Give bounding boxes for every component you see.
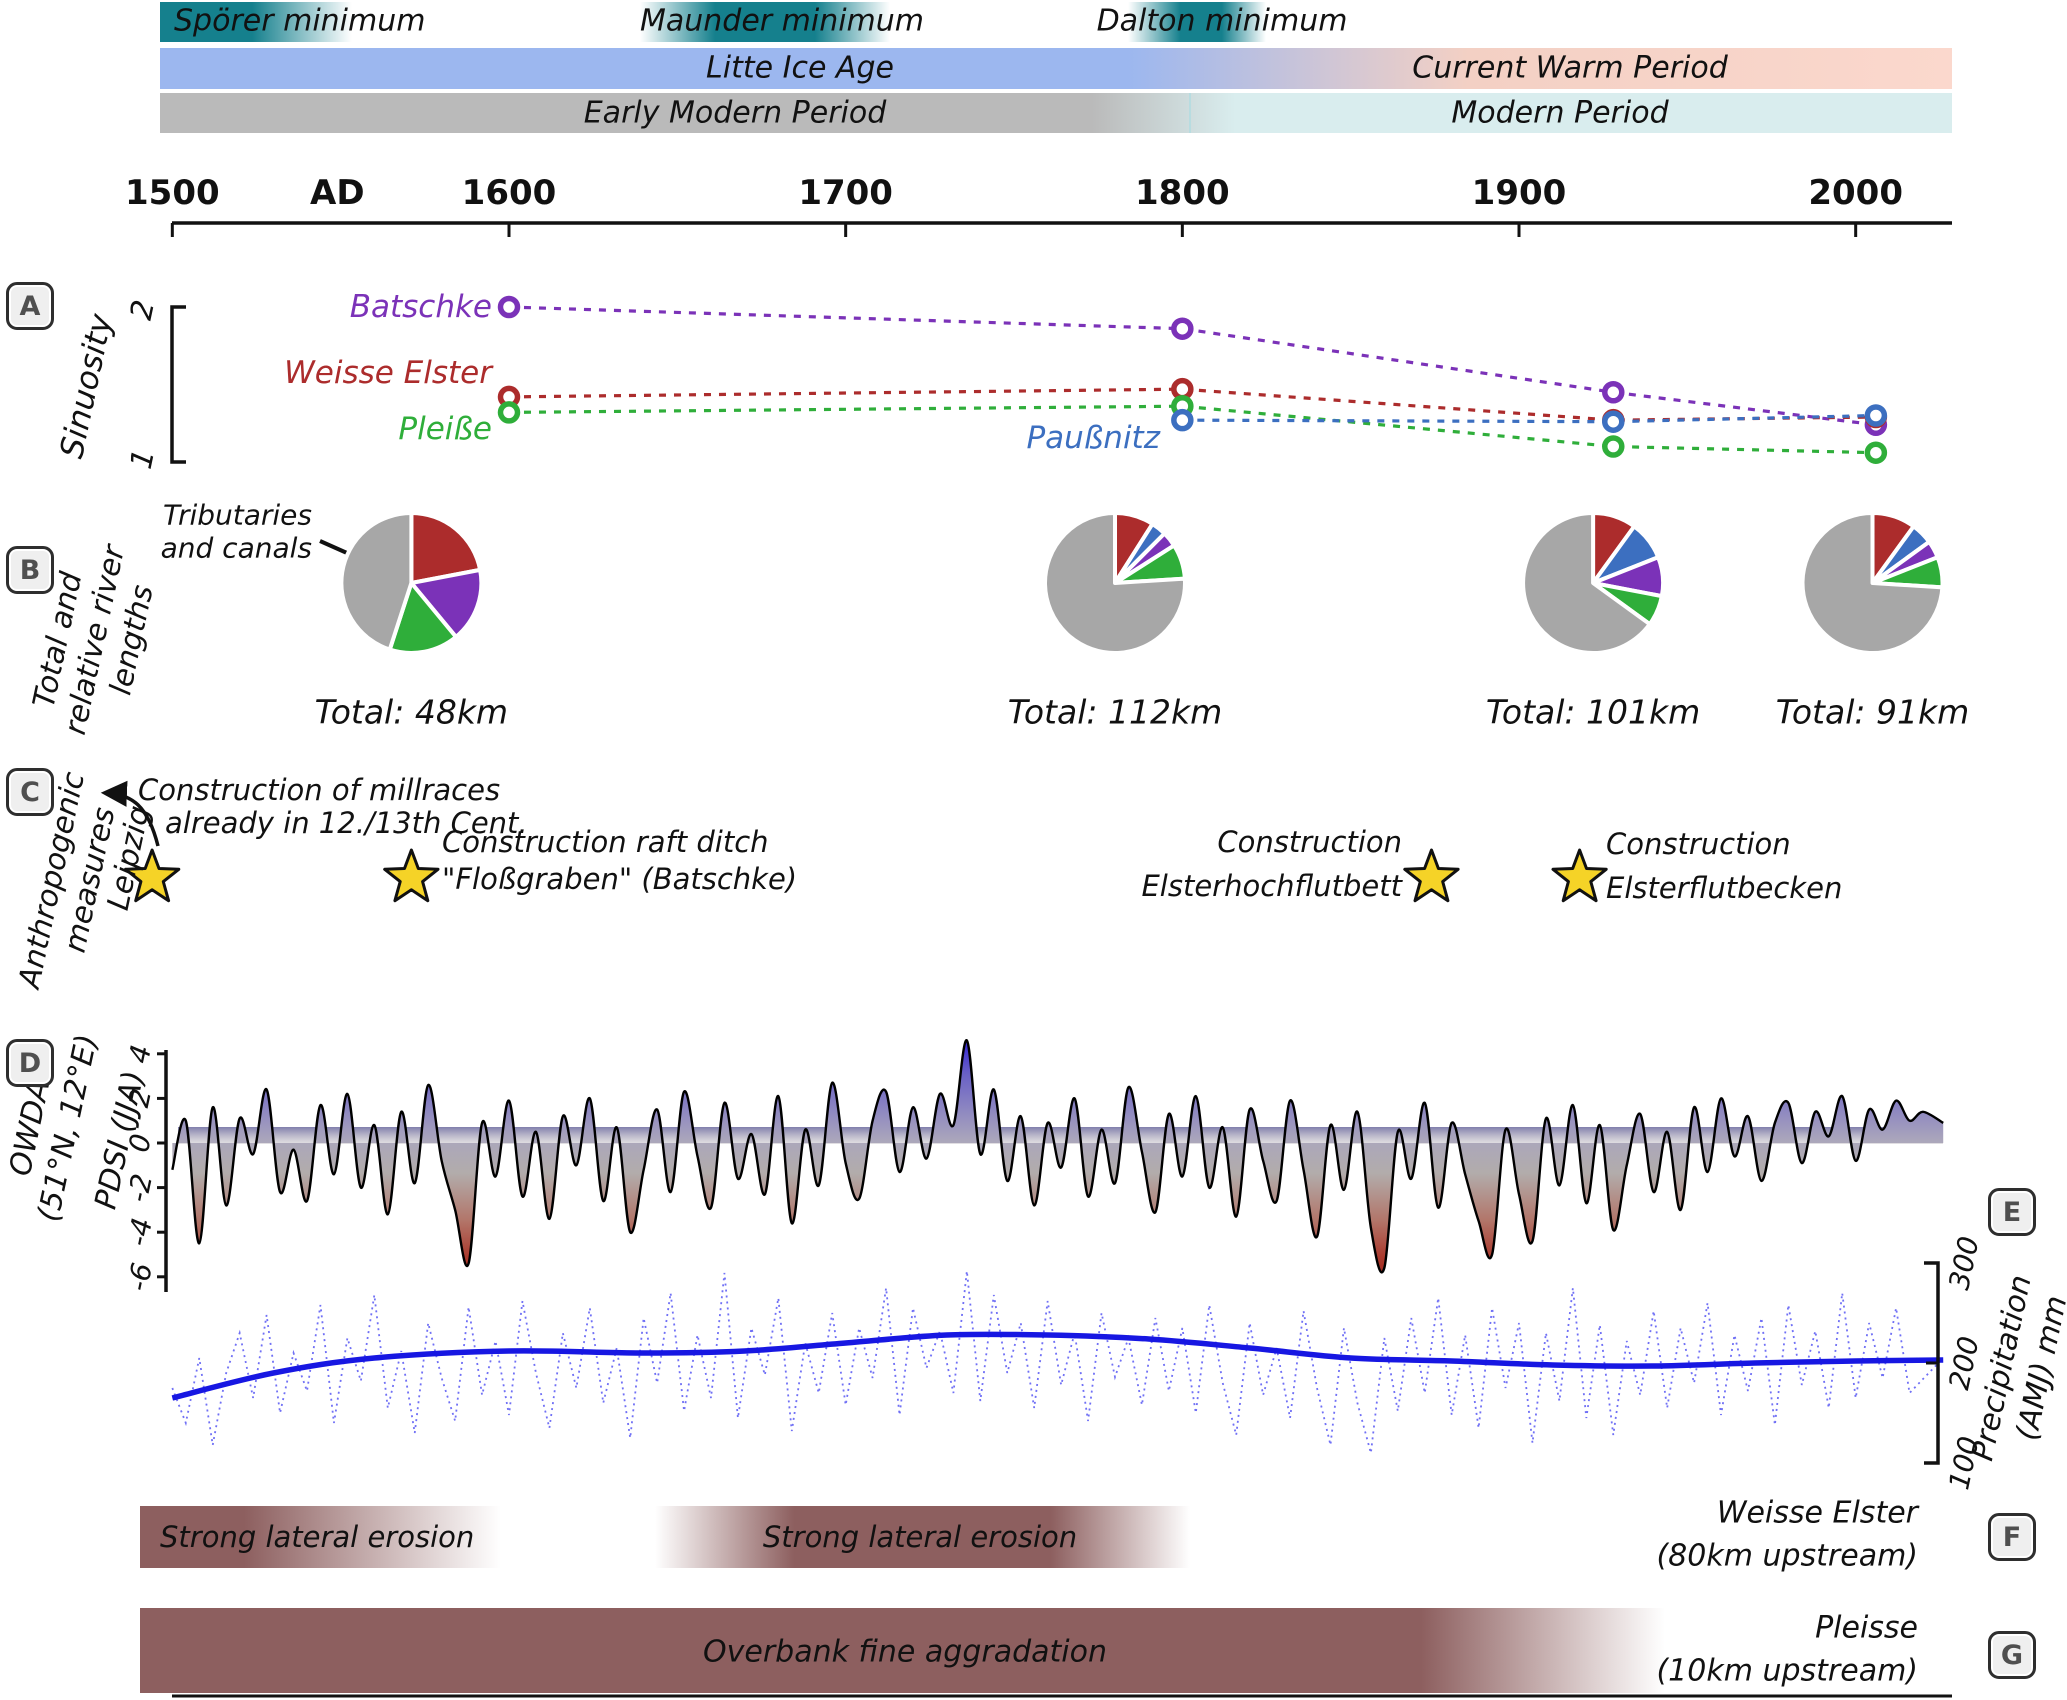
pie-slice-tributaries: [1521, 511, 1652, 655]
timeline-tick-label: AD: [310, 173, 365, 213]
tributaries-annotation-line1: Tributaries: [163, 498, 312, 532]
weisse-elster-site-line2: (80km upstream): [1656, 1538, 1918, 1574]
weisse-elster-site-line1: Weisse Elster: [1716, 1495, 1918, 1531]
event-label-line1: Construction: [1606, 827, 1791, 861]
pie-total-label: Total: 48km: [314, 692, 509, 732]
pie-total-label: Total: 112km: [1007, 692, 1223, 732]
maunder-minimum-patch: [640, 2, 890, 42]
sinuosity-point-batschke: [1171, 317, 1194, 340]
sinuosity-line-weisse_elster: [508, 387, 1876, 422]
precip-smooth-line: [171, 1331, 1944, 1401]
sinuosity-line-paussnitz: [1182, 413, 1876, 424]
construction-star: [1551, 848, 1608, 903]
millraces-arrow: [100, 780, 160, 847]
spoerer-minimum-label: Spörer minimum: [174, 3, 426, 39]
event-label-line2: Elsterflutbecken: [1606, 871, 1843, 905]
dalton-minimum-label: Dalton minimum: [1096, 3, 1348, 39]
sinuosity-axis-bracket: [170, 305, 186, 464]
series-label-weisse_elster: Weisse Elster: [284, 355, 492, 391]
event-label-line1: Construction of millraces: [138, 773, 501, 807]
sinuosity-point-paussnitz: [1602, 410, 1625, 433]
climate-period-bar: [160, 48, 1952, 89]
historical-period-bar: [160, 93, 1952, 133]
overbank-aggradation-label: Overbank fine aggradation: [703, 1634, 1107, 1670]
timeline-tick-label: 1800: [1135, 173, 1230, 213]
panel-a-badge: A: [6, 282, 54, 330]
panel-b-badge: B: [6, 546, 54, 594]
pie-total-label: Total: 101km: [1485, 692, 1701, 732]
panel-c-badge: C: [6, 768, 54, 816]
series-label-pleisse: Pleiße: [398, 411, 492, 447]
pie-slice-weisse_elster: [409, 511, 483, 585]
sinuosity-point-pleisse: [1602, 435, 1625, 458]
sinuosity-line-batschke: [508, 305, 1877, 427]
sinuosity-line-pleisse: [508, 404, 1876, 455]
sinuosity-point-pleisse: [497, 401, 521, 424]
lateral-erosion-label-1: Strong lateral erosion: [160, 1520, 475, 1554]
panel-d-badge: D: [6, 1039, 54, 1087]
timeline-tick-label: 1900: [1471, 173, 1567, 213]
pie-total-label: Total: 91km: [1775, 692, 1970, 732]
timeline-tick-label: 1600: [461, 173, 557, 213]
tributaries-annotation-line2: and canals: [160, 531, 312, 565]
construction-star: [124, 848, 181, 903]
timeline-tick-label: 1500: [125, 173, 220, 213]
overbank-aggradation-bar: [140, 1608, 1665, 1693]
panel-g-badge: G: [1988, 1631, 2036, 1679]
event-label-line1: Construction: [1217, 825, 1402, 859]
event-label-line2: already in 12./13th Cent.: [165, 806, 528, 840]
lateral-erosion-bar-2: [655, 1506, 1190, 1568]
lateral-erosion-bar-1: [140, 1506, 512, 1568]
sinuosity-point-batschke: [1602, 381, 1625, 404]
event-label-line2: "Floßgraben" (Batschke): [442, 862, 798, 896]
sinuosity-point-paussnitz: [1864, 404, 1888, 427]
event-label-line2: Elsterhochflutbett: [1141, 869, 1402, 903]
construction-star: [383, 848, 440, 903]
timeline-tick-label: 2000: [1808, 173, 1903, 213]
series-label-batschke: Batschke: [349, 289, 492, 325]
period-divider-line: [1189, 93, 1191, 133]
current-warm-period-label: Current Warm Period: [1412, 50, 1728, 86]
construction-star: [1403, 848, 1460, 903]
sinuosity-point-pleisse: [1864, 441, 1888, 464]
pleisse-site-line2: (10km upstream): [1656, 1653, 1918, 1689]
sinuosity-point-paussnitz: [1171, 408, 1194, 432]
panel-f-badge: F: [1988, 1513, 2036, 1561]
dalton-minimum-patch: [1128, 2, 1266, 42]
pleisse-site-line1: Pleisse: [1815, 1610, 1918, 1646]
pie-slice-batschke: [409, 567, 484, 639]
precip-raw-line: [171, 1270, 1944, 1454]
panel-e-badge: E: [1988, 1188, 2036, 1236]
pie-slice-tributaries: [1043, 511, 1187, 655]
modern-period-label: Modern Period: [1451, 95, 1669, 131]
timeline-tick-label: 1700: [798, 173, 893, 213]
pdsi-curve: [171, 1039, 1944, 1274]
spoerer-minimum-patch: [160, 2, 352, 42]
event-label-line1: Construction raft ditch: [442, 825, 769, 859]
pdsi-tick-label: -2: [120, 1170, 160, 1205]
little-ice-age-label: Litte Ice Age: [706, 50, 894, 86]
series-label-paussnitz: Paußnitz: [1026, 420, 1160, 456]
pie-slice-tributaries: [1800, 511, 1945, 655]
pie-slice-tributaries: [339, 511, 414, 652]
maunder-minimum-label: Maunder minimum: [639, 3, 925, 39]
sinuosity-point-batschke: [497, 295, 521, 319]
pdsi-zero-band: [178, 1127, 1943, 1144]
lateral-erosion-label-2: Strong lateral erosion: [762, 1520, 1078, 1554]
early-modern-period-label: Early Modern Period: [583, 95, 887, 131]
